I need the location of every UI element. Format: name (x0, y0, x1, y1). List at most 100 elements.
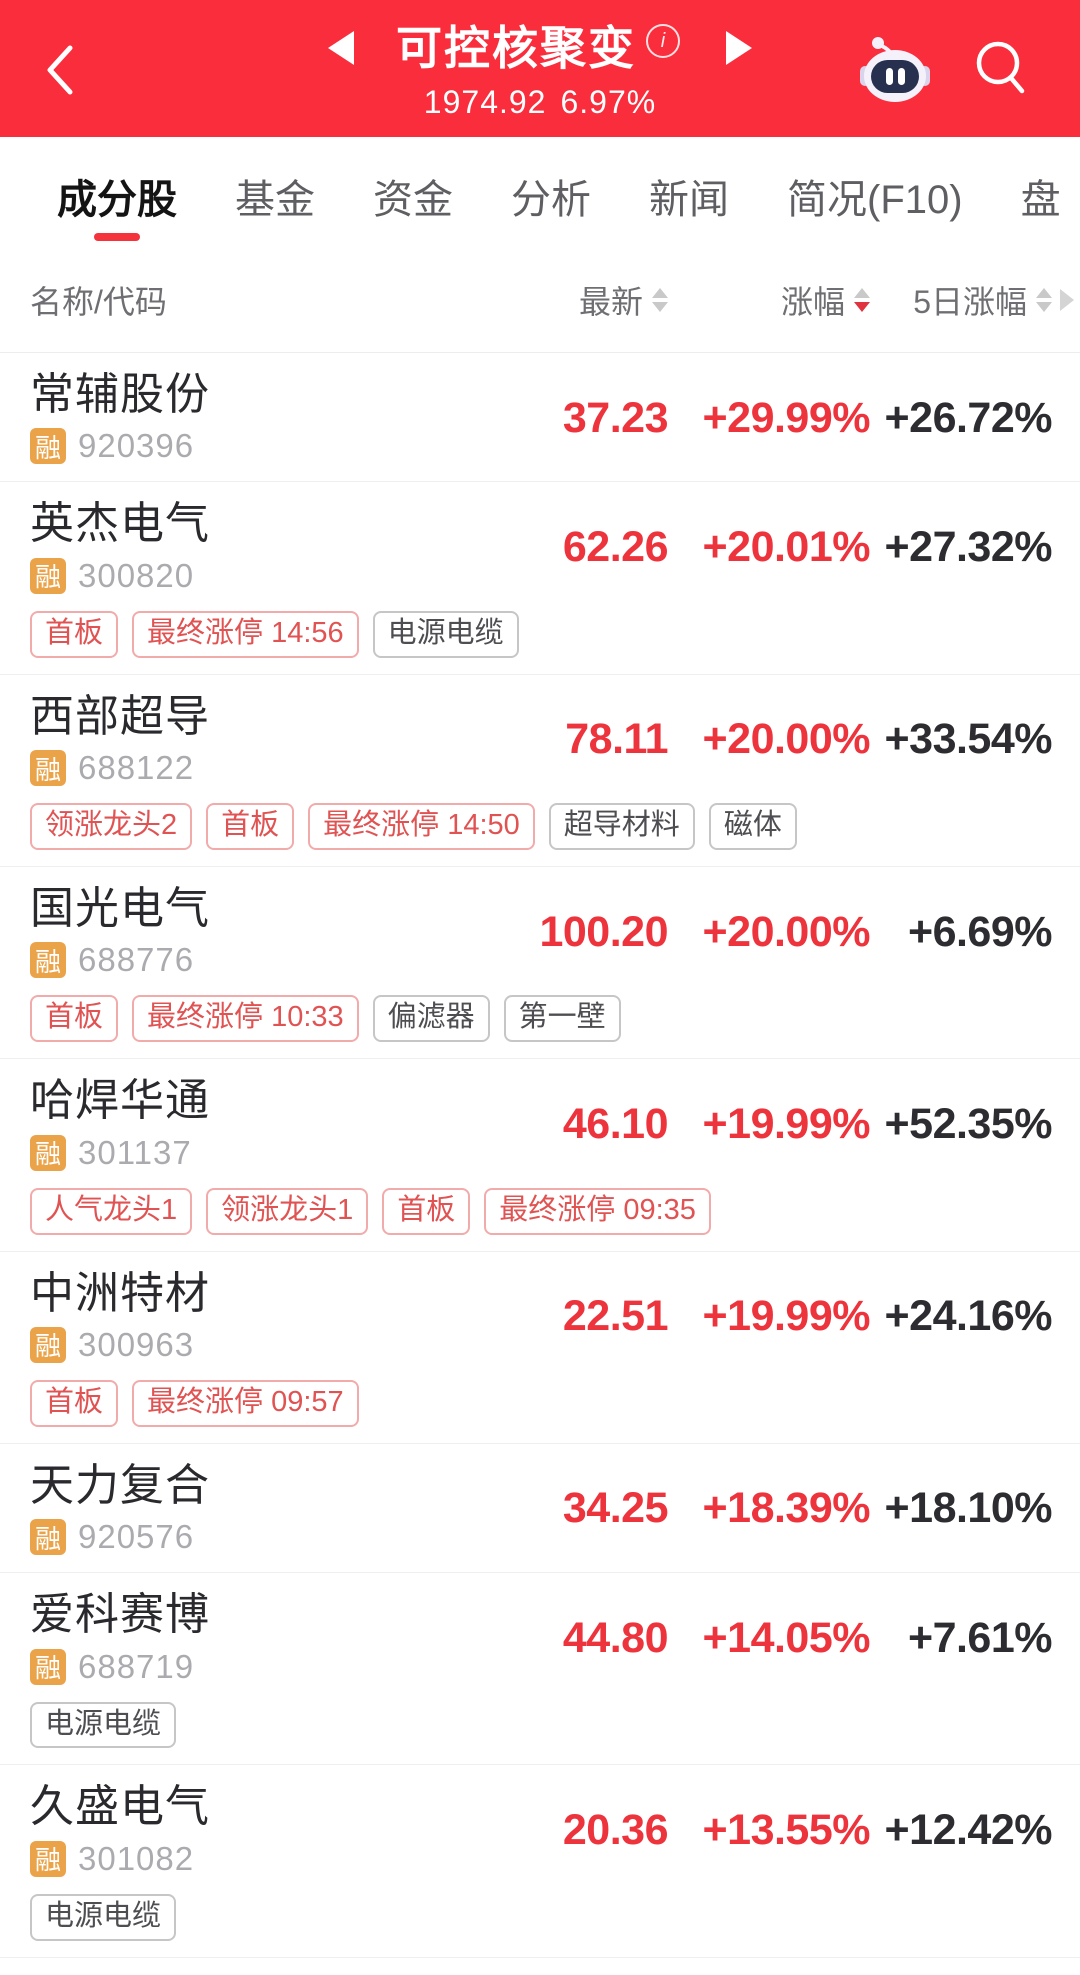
stock-5day-change: +27.32% (884, 523, 1053, 572)
stock-code: 688719 (78, 1647, 195, 1685)
stock-5day-change: +33.54% (884, 715, 1053, 764)
index-change: 6.97% (560, 84, 657, 120)
stock-list: 常辅股份 融 920396 37.23 +29.99% +26.72% 英杰电气… (0, 353, 1080, 1958)
stock-5day-change: +26.72% (884, 393, 1053, 442)
stock-change: +20.00% (702, 907, 871, 956)
stock-5day-change: +24.16% (884, 1292, 1053, 1341)
tag-list: 电源电缆 (30, 1893, 1052, 1941)
tab-item[interactable]: 新闻 (649, 178, 729, 222)
sort-arrows-icon (854, 288, 870, 312)
stock-name: 常辅股份 (30, 370, 210, 419)
tag-list: 电源电缆 (30, 1701, 1052, 1749)
tab-item[interactable]: 资金 (373, 178, 453, 222)
stock-code: 300963 (78, 1325, 195, 1363)
column-5day-change-sort[interactable]: 5日涨幅 (870, 277, 1052, 323)
stock-change: +13.55% (702, 1806, 871, 1855)
stock-row[interactable]: 爱科赛博 融 688719 44.80 +14.05% +7.61% 电源电缆 (0, 1573, 1080, 1766)
back-chevron-icon (47, 45, 73, 95)
tag-list: 首板 最终涨停 14:56 电源电缆 (30, 610, 1052, 658)
prev-triangle-icon[interactable] (328, 31, 354, 65)
stock-name: 哈焊华通 (30, 1076, 210, 1126)
stock-tag: 最终涨停 09:35 (484, 1187, 711, 1235)
stock-name: 天力复合 (30, 1460, 210, 1510)
stock-change: +20.01% (702, 523, 871, 572)
column-change-sort[interactable]: 涨幅 (668, 277, 870, 323)
stock-price: 46.10 (562, 1099, 669, 1148)
stock-row[interactable]: 常辅股份 融 920396 37.23 +29.99% +26.72% (0, 353, 1080, 483)
stock-tag: 最终涨停 14:50 (308, 803, 535, 850)
stock-row[interactable]: 中洲特材 融 300963 22.51 +19.99% +24.16% 首板 最终… (0, 1252, 1080, 1444)
stock-tag: 最终涨停 14:56 (132, 610, 359, 658)
stock-tag: 最终涨停 09:57 (132, 1379, 359, 1427)
stock-change: +19.99% (702, 1099, 871, 1148)
stock-change: +19.99% (702, 1292, 871, 1341)
stock-tag: 电源电缆 (372, 610, 519, 658)
margin-badge: 融 (30, 1840, 66, 1877)
stock-tag: 磁体 (708, 803, 797, 850)
tag-list: 首板 最终涨停 09:57 (30, 1379, 1052, 1427)
tag-list: 人气龙头1 领涨龙头1 首板 最终涨停 09:35 (30, 1187, 1052, 1235)
index-value: 1974.92 (423, 84, 547, 120)
next-triangle-icon[interactable] (726, 31, 752, 65)
stock-change: +18.39% (702, 1484, 871, 1533)
tab-item[interactable]: 盘 (1020, 178, 1061, 222)
stock-row[interactable]: 久盛电气 融 301082 20.36 +13.55% +12.42% 电源电缆 (0, 1765, 1080, 1958)
stock-5day-change: +52.35% (884, 1099, 1053, 1148)
margin-badge: 融 (30, 1519, 66, 1556)
stock-row[interactable]: 天力复合 融 920576 34.25 +18.39% +18.10% (0, 1444, 1080, 1574)
stock-row[interactable]: 哈焊华通 融 301137 46.10 +19.99% +52.35% 人气龙头… (0, 1059, 1080, 1252)
column-name-code: 名称/代码 (30, 284, 167, 320)
stock-row[interactable]: 国光电气 融 688776 100.20 +20.00% +6.69% 首板 最终… (0, 867, 1080, 1060)
stock-price: 22.51 (562, 1292, 669, 1341)
stock-code: 301082 (78, 1839, 195, 1877)
stock-5day-change: +12.42% (884, 1806, 1053, 1855)
tag-list: 领涨龙头2 首板 最终涨停 14:50 超导材料 磁体 (30, 803, 1052, 850)
stock-tag: 超导材料 (548, 803, 695, 850)
stock-name: 西部超导 (30, 691, 210, 741)
more-columns-chevron-icon[interactable] (1060, 289, 1074, 311)
stock-name: 爱科赛博 (30, 1590, 210, 1640)
ai-assistant-button[interactable] (858, 34, 932, 102)
stock-tag: 首板 (30, 610, 119, 658)
stock-tag: 首板 (206, 803, 295, 850)
stock-price: 100.20 (539, 907, 668, 956)
stock-tag: 领涨龙头2 (30, 803, 193, 850)
stock-price: 37.23 (562, 393, 669, 442)
stock-tag: 首板 (30, 995, 119, 1043)
stock-tag: 电源电缆 (30, 1893, 177, 1941)
margin-badge: 融 (30, 428, 66, 465)
stock-row[interactable]: 英杰电气 融 300820 62.26 +20.01% +27.32% 首板 最终… (0, 482, 1080, 675)
table-header: 名称/代码 最新 涨幅 5日涨幅 (0, 248, 1080, 353)
sort-arrows-icon (652, 288, 668, 312)
stock-price: 62.26 (562, 523, 669, 572)
sort-arrows-icon (1036, 288, 1052, 312)
tab-item[interactable]: 基金 (235, 178, 315, 222)
stock-name: 中洲特材 (30, 1268, 210, 1318)
info-icon[interactable]: i (646, 24, 680, 58)
column-latest-sort[interactable]: 最新 (498, 277, 668, 323)
header-center: 可控核聚变 i 1974.92 6.97% (0, 0, 1080, 121)
stock-code: 688122 (78, 749, 195, 787)
stock-name: 国光电气 (30, 883, 210, 933)
stock-change: +29.99% (702, 393, 871, 442)
margin-badge: 融 (30, 1648, 66, 1685)
tab-item[interactable]: 分析 (511, 178, 591, 222)
stock-code: 688776 (78, 941, 195, 979)
stock-price: 44.80 (562, 1613, 669, 1662)
margin-badge: 融 (30, 750, 66, 787)
stock-row[interactable]: 西部超导 融 688122 78.11 +20.00% +33.54% 领涨龙头… (0, 675, 1080, 867)
margin-badge: 融 (30, 1326, 66, 1363)
header-actions (858, 28, 1030, 108)
stock-name: 英杰电气 (30, 499, 210, 549)
stock-5day-change: +7.61% (907, 1613, 1053, 1662)
search-icon (976, 41, 1025, 94)
tab-item[interactable]: 简况(F10) (787, 178, 963, 222)
stock-code: 920396 (78, 427, 195, 465)
tab-item[interactable]: 成分股 (57, 137, 177, 248)
back-button[interactable] (40, 42, 84, 98)
search-button[interactable] (972, 37, 1030, 99)
stock-price: 34.25 (562, 1484, 669, 1533)
stock-tag: 第一壁 (503, 995, 621, 1043)
stock-tag: 领涨龙头1 (206, 1187, 369, 1235)
